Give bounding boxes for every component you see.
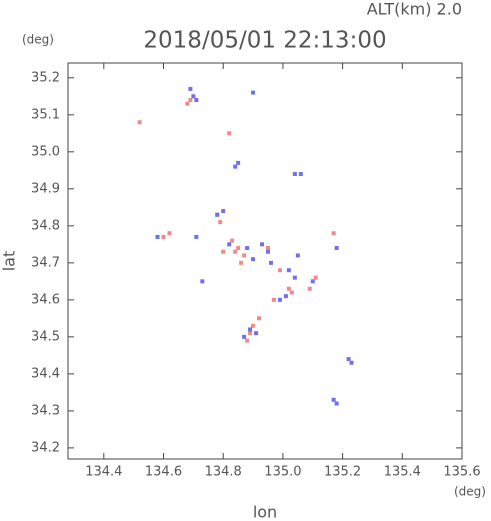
echo-point xyxy=(218,220,223,225)
echo-point xyxy=(310,279,315,284)
echo-point xyxy=(137,120,142,125)
x-tick-label: 135.4 xyxy=(384,465,421,480)
echo-point xyxy=(260,242,265,247)
y-tick-label: 34.5 xyxy=(31,329,60,344)
echo-point xyxy=(221,249,226,254)
plot-frame xyxy=(67,62,463,460)
echo-point xyxy=(194,234,199,239)
echo-point xyxy=(194,98,199,103)
echo-point xyxy=(349,360,354,365)
echo-point xyxy=(200,279,205,284)
x-axis-label: lon xyxy=(253,503,277,521)
echo-point xyxy=(248,331,253,336)
echo-point xyxy=(334,246,339,251)
echo-point xyxy=(185,101,190,106)
annotation: ALT(km) 2.0 xyxy=(367,0,462,19)
echo-point xyxy=(239,260,244,265)
echo-point xyxy=(271,297,276,302)
echo-point xyxy=(265,246,270,251)
echo-point xyxy=(268,260,273,265)
echo-point xyxy=(188,98,193,103)
echo-point xyxy=(233,249,238,254)
echo-point xyxy=(286,268,291,273)
chart-title: 2018/05/01 22:13:00 xyxy=(143,28,386,54)
echo-point xyxy=(251,257,256,262)
echo-point xyxy=(188,86,193,91)
echo-point xyxy=(167,231,172,236)
echo-point xyxy=(155,234,160,239)
echo-point xyxy=(227,131,232,136)
echo-point xyxy=(230,238,235,243)
echo-point xyxy=(161,234,166,239)
x-tick-label: 134.6 xyxy=(145,465,182,480)
y-tick-label: 34.4 xyxy=(31,366,60,381)
echo-point xyxy=(242,334,247,339)
echo-point xyxy=(295,253,300,258)
echo-point xyxy=(221,209,226,214)
echo-point xyxy=(298,172,303,177)
echo-point xyxy=(292,275,297,280)
x-tick-label: 134.8 xyxy=(205,465,242,480)
echo-point xyxy=(265,249,270,254)
echo-point xyxy=(236,160,241,165)
echo-point xyxy=(191,94,196,99)
echo-point xyxy=(277,297,282,302)
echo-point xyxy=(286,286,291,291)
y-tick-label: 34.6 xyxy=(31,292,60,307)
x-tick-label: 134.4 xyxy=(85,465,122,480)
echo-point xyxy=(233,164,238,169)
echo-point xyxy=(254,331,259,336)
y-tick-label: 34.3 xyxy=(31,403,60,418)
y-tick-label: 35.0 xyxy=(31,144,60,159)
echo-point xyxy=(242,253,247,258)
x-tick-label: 135.2 xyxy=(324,465,361,480)
echo-point xyxy=(331,231,336,236)
echo-point xyxy=(251,90,256,95)
echo-point xyxy=(289,290,294,295)
x-tick-label: 135.6 xyxy=(443,465,480,480)
echo-point xyxy=(331,397,336,402)
echo-point xyxy=(248,327,253,332)
echo-point xyxy=(346,357,351,362)
echo-point xyxy=(227,242,232,247)
echo-point xyxy=(251,323,256,328)
echo-point xyxy=(245,338,250,343)
y-axis-label: lat xyxy=(0,251,19,272)
x-tick-label: 135.0 xyxy=(264,465,301,480)
echo-point xyxy=(245,246,250,251)
y-unit: (deg) xyxy=(22,33,54,47)
echo-point xyxy=(236,246,241,251)
echo-point xyxy=(257,316,262,321)
echo-point xyxy=(313,275,318,280)
echo-point xyxy=(307,286,312,291)
y-tick-label: 34.8 xyxy=(31,218,60,233)
echo-point xyxy=(277,268,282,273)
echo-point xyxy=(215,212,220,217)
y-tick-label: 35.2 xyxy=(31,70,60,85)
y-tick-label: 34.2 xyxy=(31,440,60,455)
x-unit: (deg) xyxy=(454,485,486,499)
echo-point xyxy=(334,401,339,406)
y-tick-label: 34.7 xyxy=(31,255,60,270)
y-tick-label: 35.1 xyxy=(31,107,60,122)
echo-point xyxy=(292,172,297,177)
echo-point xyxy=(283,294,288,299)
y-tick-label: 34.9 xyxy=(31,181,60,196)
